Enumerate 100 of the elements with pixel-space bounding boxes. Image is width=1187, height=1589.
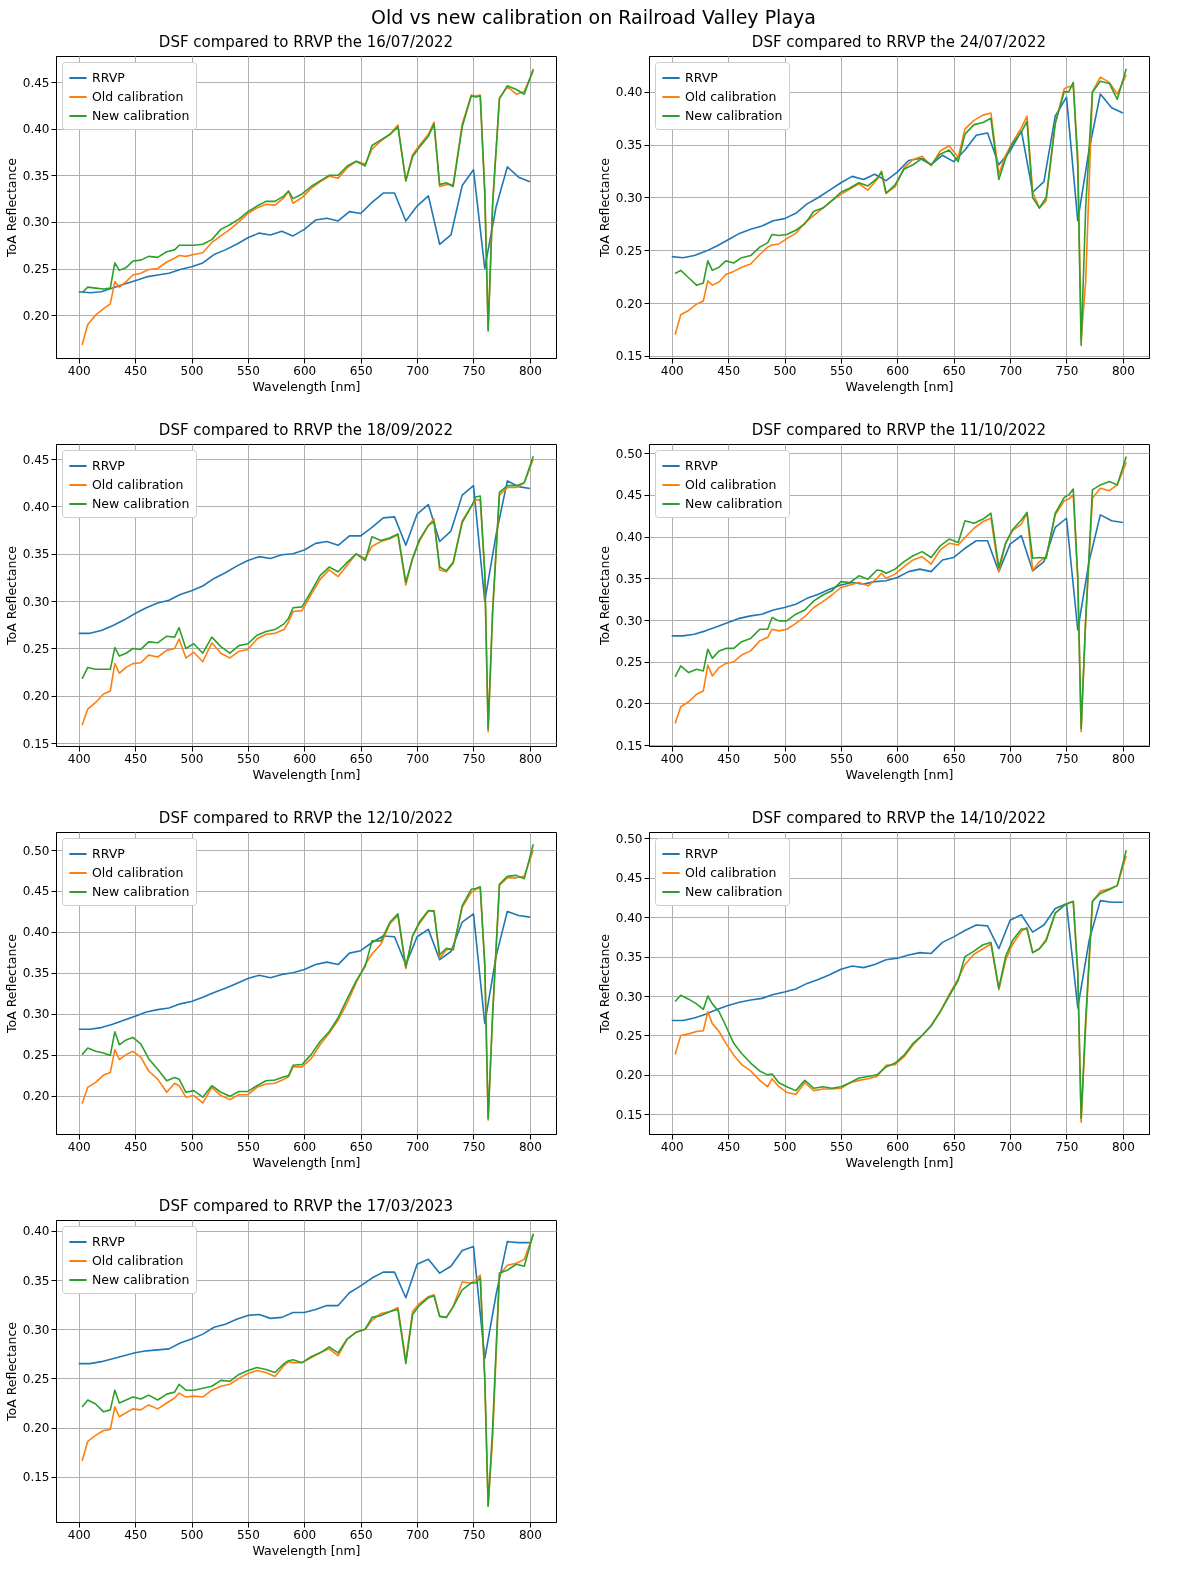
y-tick-label: 0.15 [615,1107,643,1122]
y-tick-label: 0.25 [22,1048,50,1063]
x-tick-label: 800 [518,363,542,378]
x-tick-label: 450 [124,751,148,766]
y-tick-label: 0.30 [22,1322,50,1337]
y-tick-label: 0.15 [615,349,643,364]
y-tick-label: 0.20 [22,1421,50,1436]
line-series [670,514,1124,637]
chart-title: DSF compared to RRVP the 14/10/2022 [751,809,1047,827]
legend-label: New calibration [92,108,190,123]
x-tick-label: 600 [293,1527,317,1542]
chart-title: DSF compared to RRVP the 11/10/2022 [751,421,1047,439]
x-tick-label: 550 [236,363,260,378]
legend-label: New calibration [685,884,783,899]
x-tick-label: 800 [1111,1139,1135,1154]
x-tick-label: 800 [518,1139,542,1154]
x-tick-label: 400 [67,1139,91,1154]
x-tick-label: 500 [180,751,204,766]
y-tick-label: 0.40 [615,85,643,100]
x-axis-title: Wavelength [nm] [252,766,361,782]
legend-label: Old calibration [92,477,184,492]
y-tick-label: 0.40 [22,122,50,137]
text: Old vs new calibration on Railroad Valley Playa [370,5,817,30]
x-tick-label: 500 [180,363,204,378]
x-tick-label: 650 [349,751,373,766]
legend-label: New calibration [92,496,190,511]
y-tick-label: 0.25 [22,262,50,277]
x-tick-label: 450 [717,363,741,378]
y-tick-label: 0.15 [22,1470,50,1485]
x-tick-label: 450 [124,1139,148,1154]
x-tick-label: 750 [462,1527,486,1542]
y-tick-label: 0.40 [615,530,643,545]
legend-label: New calibration [92,884,190,899]
x-tick-label: 550 [236,1527,260,1542]
y-tick-label: 0.30 [615,613,643,628]
x-tick-label: 600 [293,363,317,378]
y-tick-label: 0.20 [22,689,50,704]
chart-title: DSF compared to RRVP the 16/07/2022 [158,33,454,51]
x-tick-label: 500 [180,1527,204,1542]
chart-title: DSF compared to RRVP the 12/10/2022 [158,809,454,827]
x-axis-title: Wavelength [nm] [252,378,361,394]
y-axis-title: ToA Reflectance [3,1321,19,1422]
x-tick-label: 650 [349,1139,373,1154]
legend-label: Old calibration [685,477,777,492]
y-tick-label: 0.45 [22,884,50,899]
legend-label: Old calibration [685,865,777,880]
x-tick-label: 500 [773,1139,797,1154]
line-series [77,480,531,635]
x-tick-label: 700 [406,751,430,766]
x-tick-label: 700 [406,1139,430,1154]
y-tick-label: 0.45 [615,488,643,503]
x-tick-label: 500 [773,363,797,378]
x-tick-label: 400 [67,363,91,378]
x-tick-label: 700 [406,363,430,378]
x-tick-label: 750 [462,363,486,378]
y-axis-title: ToA Reflectance [596,933,612,1034]
x-tick-label: 750 [1055,363,1079,378]
x-tick-label: 750 [462,1139,486,1154]
y-tick-label: 0.20 [22,308,50,323]
x-tick-label: 750 [1055,751,1079,766]
y-axis-title: ToA Reflectance [596,157,612,258]
x-tick-label: 450 [717,751,741,766]
x-tick-label: 550 [236,751,260,766]
x-axis-title: Wavelength [nm] [845,766,954,782]
x-tick-label: 700 [406,1527,430,1542]
legend-label: RRVP [92,1234,126,1249]
x-tick-label: 750 [462,751,486,766]
x-tick-label: 650 [942,751,966,766]
x-tick-label: 400 [660,1139,684,1154]
x-tick-label: 800 [1111,751,1135,766]
y-tick-label: 0.15 [22,736,50,751]
y-tick-label: 0.45 [22,75,50,90]
line-series [670,899,1124,1022]
x-tick-label: 550 [829,363,853,378]
y-tick-label: 0.25 [615,1028,643,1043]
y-tick-label: 0.35 [615,138,643,153]
chart-title: DSF compared to RRVP the 18/09/2022 [158,421,454,439]
y-tick-label: 0.35 [22,966,50,981]
y-tick-label: 0.25 [22,1371,50,1386]
y-axis-title: ToA Reflectance [3,933,19,1034]
legend-label: RRVP [92,458,126,473]
x-tick-label: 600 [293,751,317,766]
y-tick-label: 0.20 [22,1089,50,1104]
x-tick-label: 400 [67,751,91,766]
y-tick-label: 0.20 [615,296,643,311]
y-tick-label: 0.45 [22,452,50,467]
y-tick-label: 0.30 [615,989,643,1004]
legend-label: Old calibration [92,89,184,104]
x-tick-label: 450 [717,1139,741,1154]
y-axis-title: ToA Reflectance [596,545,612,646]
x-tick-label: 450 [124,1527,148,1542]
x-tick-label: 400 [67,1527,91,1542]
legend-label: RRVP [685,458,719,473]
x-tick-label: 450 [124,363,148,378]
legend-label: Old calibration [92,1253,184,1268]
x-tick-label: 400 [660,363,684,378]
y-tick-label: 0.35 [22,168,50,183]
legend-label: RRVP [685,70,719,85]
y-tick-label: 0.35 [22,547,50,562]
y-tick-label: 0.40 [22,925,50,940]
